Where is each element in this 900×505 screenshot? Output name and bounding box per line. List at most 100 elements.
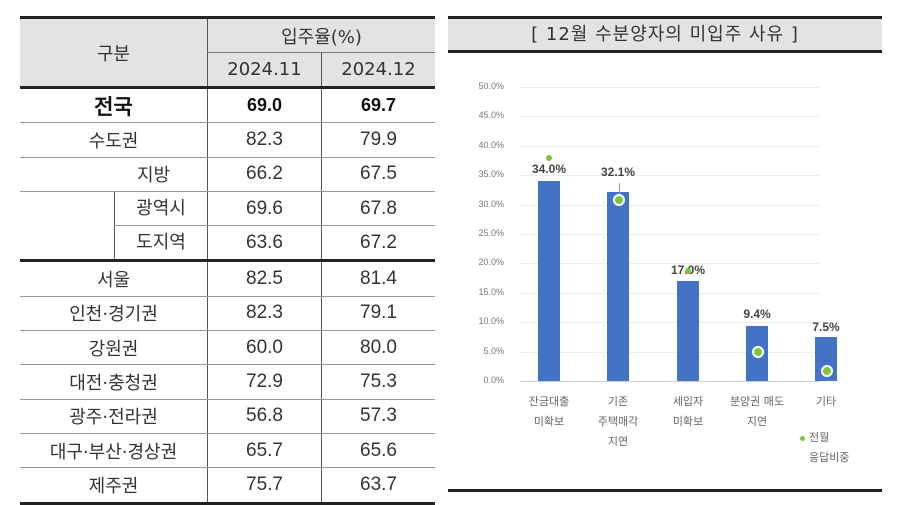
bar-existing-house-sale xyxy=(607,192,629,381)
gridline xyxy=(520,146,820,147)
row-value-2024-12: 65.6 xyxy=(321,433,435,469)
row-value-2024-12: 63.7 xyxy=(321,467,435,505)
table-row-daejeon-chungcheong: 대전·충청권 72.9 75.3 xyxy=(20,364,435,400)
row-label: 제주권 xyxy=(20,467,208,505)
y-tick-label: 45.0% xyxy=(478,110,504,120)
row-value-2024-12: 67.8 xyxy=(321,191,435,227)
row-value-2024-11: 72.9 xyxy=(207,364,322,400)
y-tick-label: 30.0% xyxy=(478,199,504,209)
x-category-label: 기존 주택매각 지연 xyxy=(597,395,639,448)
row-label: 광역시 xyxy=(114,191,207,226)
gridline xyxy=(520,234,820,235)
table-row-incheon-gyeonggi: 인천·경기권 82.3 79.1 xyxy=(20,296,435,332)
row-value-2024-12: 69.7 xyxy=(321,87,435,124)
row-value-2024-11: 82.3 xyxy=(207,296,322,332)
row-value-2024-12: 67.5 xyxy=(321,157,435,192)
row-value-2024-11: 63.6 xyxy=(207,225,322,263)
row-value-2024-12: 75.3 xyxy=(321,364,435,400)
table-row-provinces: 지방 66.2 67.5 xyxy=(20,157,435,192)
prev-month-dot xyxy=(821,365,833,377)
table-row-national: 전국 69.0 69.7 xyxy=(20,87,435,124)
table-row-metro-cities: 광역시 69.6 67.8 xyxy=(20,191,435,227)
row-label: 대전·충청권 xyxy=(20,364,208,400)
header-occupancy-rate: 입주율(%) xyxy=(207,17,435,53)
row-value-2024-11: 75.7 xyxy=(207,467,322,505)
header-category: 구분 xyxy=(20,17,208,89)
label-leader-line xyxy=(619,183,620,194)
y-tick-label: 10.0% xyxy=(478,316,504,326)
y-tick-label: 15.0% xyxy=(478,287,504,297)
gridline xyxy=(520,263,820,264)
header-period-2: 2024.12 xyxy=(321,52,435,89)
bar-value-label: 7.5% xyxy=(812,320,840,334)
chart-legend: 전월 응답비중 xyxy=(800,428,849,468)
table-row-seoul: 서울 82.5 81.4 xyxy=(20,260,435,297)
gridline xyxy=(520,116,820,117)
row-label-cell: 광역시 xyxy=(20,191,208,226)
row-label: 전국 xyxy=(20,87,208,124)
gridline xyxy=(520,293,820,294)
row-label: 인천·경기권 xyxy=(20,296,208,332)
prev-month-dot xyxy=(613,194,625,206)
row-value-2024-11: 82.5 xyxy=(207,260,322,297)
header-period-1: 2024.11 xyxy=(207,52,322,89)
x-axis-line xyxy=(520,381,820,382)
row-value-2024-11: 60.0 xyxy=(207,330,322,366)
row-label: 대구·부산·경상권 xyxy=(20,433,208,469)
table-row-jeju: 제주권 75.7 63.7 xyxy=(20,467,435,505)
bar-tenant xyxy=(677,281,699,381)
gridline xyxy=(520,352,820,353)
row-label-cell: 도지역 xyxy=(20,225,208,263)
y-tick-label: 35.0% xyxy=(478,169,504,179)
chart-title: [ 12월 수분양자의 미입주 사유 ] xyxy=(448,16,882,53)
row-value-2024-12: 67.2 xyxy=(321,225,435,263)
x-category-label: 기타 xyxy=(815,395,837,408)
row-value-2024-11: 65.7 xyxy=(207,433,322,469)
bar-value-label: 32.1% xyxy=(600,165,636,179)
x-category-label: 세입자 미확보 xyxy=(672,395,704,428)
y-tick-label: 25.0% xyxy=(478,228,504,238)
y-tick-label: 50.0% xyxy=(478,81,504,91)
table-row-gangwon: 강원권 60.0 80.0 xyxy=(20,330,435,366)
row-value-2024-12: 80.0 xyxy=(321,330,435,366)
y-tick-label: 20.0% xyxy=(478,257,504,267)
table-row-gwangju-jeolla: 광주·전라권 56.8 57.3 xyxy=(20,399,435,434)
row-label: 수도권 xyxy=(20,122,208,158)
gridline xyxy=(520,322,820,323)
row-label: 도지역 xyxy=(114,226,207,260)
row-label: 지방 xyxy=(136,165,171,187)
row-label: 강원권 xyxy=(20,330,208,366)
prev-month-dot xyxy=(546,155,552,161)
table-row-daegu-busan-gyeongsang: 대구·부산·경상권 65.7 65.6 xyxy=(20,433,435,469)
row-value-2024-12: 81.4 xyxy=(321,260,435,297)
x-category-label: 잔금대출 미확보 xyxy=(528,395,570,428)
row-value-2024-11: 66.2 xyxy=(207,157,322,192)
row-value-2024-12: 79.9 xyxy=(321,122,435,158)
bar-value-label: 34.0% xyxy=(531,162,567,176)
bar-value-label: 9.4% xyxy=(743,307,771,321)
row-value-2024-12: 57.3 xyxy=(321,399,435,434)
table-row-capital: 수도권 82.3 79.9 xyxy=(20,122,435,158)
row-value-2024-12: 79.1 xyxy=(321,296,435,332)
row-value-2024-11: 82.3 xyxy=(207,122,322,158)
occupancy-rate-table: 구분 입주율(%) 2024.11 2024.12 전국 69.0 69.7 수… xyxy=(20,16,435,505)
row-value-2024-11: 69.0 xyxy=(207,87,322,124)
row-value-2024-11: 69.6 xyxy=(207,191,322,227)
row-label-cell: 지방 xyxy=(20,157,208,192)
chart-bottom-rule xyxy=(448,489,882,492)
legend-dot-icon xyxy=(800,435,805,441)
row-label: 광주·전라권 xyxy=(20,399,208,434)
row-value-2024-11: 56.8 xyxy=(207,399,322,434)
prev-month-dot xyxy=(685,268,691,274)
prev-month-dot xyxy=(752,346,764,358)
y-tick-label: 40.0% xyxy=(478,140,504,150)
bar-balance-loan xyxy=(538,181,560,381)
y-tick-label: 5.0% xyxy=(483,346,504,356)
table-row-provinces-do: 도지역 63.6 67.2 xyxy=(20,225,435,263)
row-label: 서울 xyxy=(20,260,208,297)
gridline xyxy=(520,205,820,206)
gridline xyxy=(520,87,820,88)
x-category-label: 분양권 매도 지연 xyxy=(729,395,785,428)
y-tick-label: 0.0% xyxy=(483,375,504,385)
